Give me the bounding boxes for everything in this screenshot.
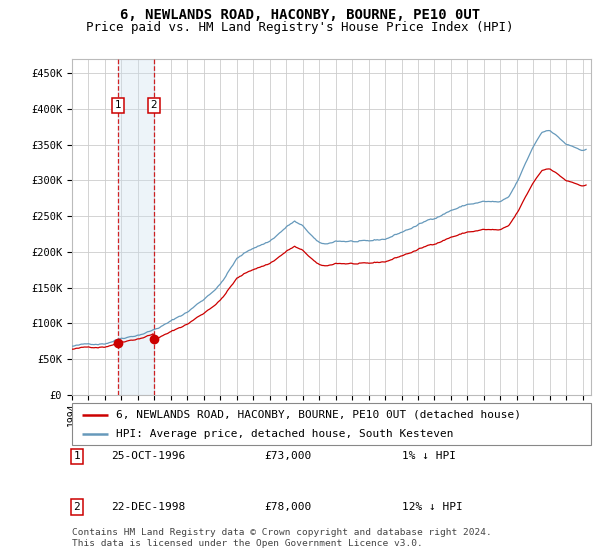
- Text: £73,000: £73,000: [264, 451, 311, 461]
- Text: 6, NEWLANDS ROAD, HACONBY, BOURNE, PE10 0UT (detached house): 6, NEWLANDS ROAD, HACONBY, BOURNE, PE10 …: [116, 409, 521, 419]
- Text: 25-OCT-1996: 25-OCT-1996: [111, 451, 185, 461]
- Text: Contains HM Land Registry data © Crown copyright and database right 2024.
This d: Contains HM Land Registry data © Crown c…: [72, 528, 492, 548]
- Text: 2: 2: [151, 100, 157, 110]
- Text: 22-DEC-1998: 22-DEC-1998: [111, 502, 185, 512]
- Text: 2: 2: [73, 502, 80, 512]
- Text: HPI: Average price, detached house, South Kesteven: HPI: Average price, detached house, Sout…: [116, 429, 454, 439]
- Text: £78,000: £78,000: [264, 502, 311, 512]
- Text: 6, NEWLANDS ROAD, HACONBY, BOURNE, PE10 0UT: 6, NEWLANDS ROAD, HACONBY, BOURNE, PE10 …: [120, 8, 480, 22]
- Text: 1% ↓ HPI: 1% ↓ HPI: [402, 451, 456, 461]
- Text: Price paid vs. HM Land Registry's House Price Index (HPI): Price paid vs. HM Land Registry's House …: [86, 21, 514, 34]
- Text: 12% ↓ HPI: 12% ↓ HPI: [402, 502, 463, 512]
- Text: 1: 1: [73, 451, 80, 461]
- Bar: [118, 59, 154, 395]
- Text: 1: 1: [115, 100, 122, 110]
